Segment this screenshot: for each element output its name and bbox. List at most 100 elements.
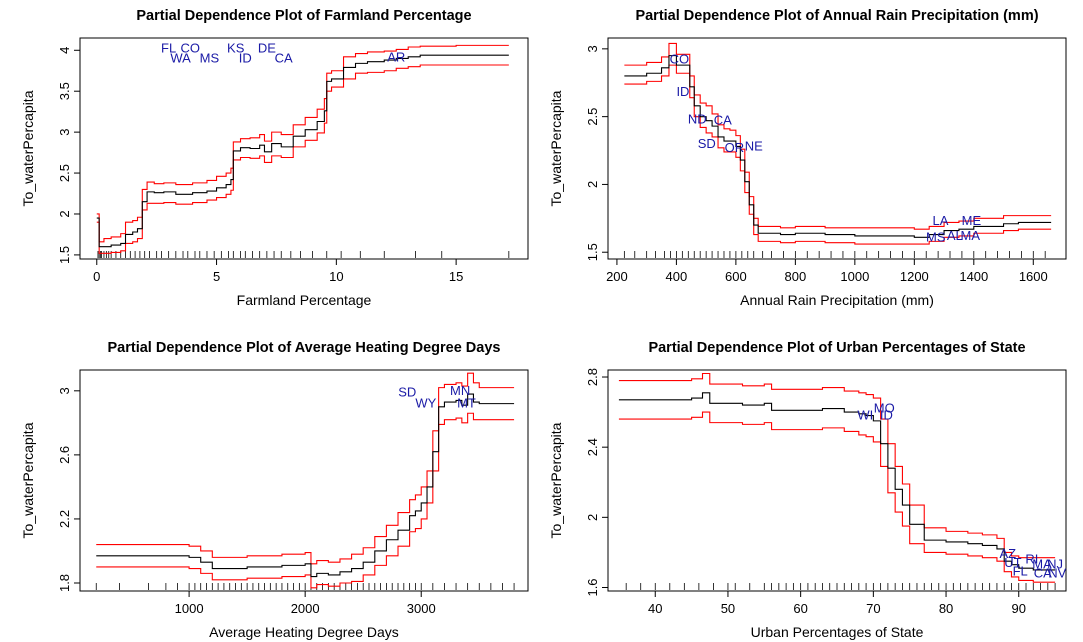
x-tick-label: 3000 [407, 601, 436, 616]
panel-3: Partial Dependence Plot of Average Heati… [20, 340, 529, 640]
y-tick-label: 2 [57, 210, 72, 217]
state-label: ID [239, 50, 252, 65]
panel-4: Partial Dependence Plot of Urban Percent… [548, 340, 1067, 640]
x-axis-label: Urban Percentages of State [751, 624, 924, 640]
plot-frame [607, 369, 1067, 592]
state-label: OR [725, 140, 745, 155]
state-label: WA [170, 50, 191, 65]
plot-frame [607, 37, 1067, 260]
y-tick-label: 2.5 [585, 108, 600, 126]
state-label: CO [670, 52, 690, 67]
state-label: WI [857, 408, 873, 423]
x-tick-label: 40 [648, 601, 662, 616]
y-tick-label: 2.5 [57, 164, 72, 182]
x-axis-label: Annual Rain Precipitation (mm) [740, 292, 934, 308]
y-tick-label: 3 [585, 45, 600, 52]
x-tick-label: 60 [793, 601, 807, 616]
y-tick-label: 2.6 [57, 446, 72, 464]
state-label: FL [161, 41, 176, 56]
state-label: ID [676, 84, 689, 99]
chart-title: Partial Dependence Plot of Urban Percent… [648, 340, 1025, 356]
x-tick-label: 70 [866, 601, 880, 616]
state-label: ND [688, 111, 707, 126]
state-label: KS [227, 41, 245, 56]
x-tick-label: 5 [213, 269, 220, 284]
x-tick-label: 400 [666, 269, 688, 284]
plot-frame [79, 37, 529, 260]
estimate-line [96, 54, 509, 248]
state-label: CO [180, 41, 200, 56]
y-tick-label: 1.8 [57, 574, 72, 592]
y-axis-label: To_waterPercapita [548, 90, 564, 206]
state-label: MS [200, 50, 220, 65]
state-label: SD [698, 136, 716, 151]
confidence-band-upper [96, 44, 509, 243]
y-axis-label: To_waterPercapita [20, 90, 36, 206]
state-label: CA [714, 113, 732, 128]
confidence-band-lower [96, 412, 515, 589]
state-label: NE [745, 138, 763, 153]
x-tick-label: 600 [725, 269, 747, 284]
confidence-band-upper [96, 372, 515, 565]
y-axis-label: To_waterPercapita [548, 422, 564, 538]
y-tick-label: 1.5 [585, 243, 600, 261]
confidence-band-lower [618, 411, 1056, 583]
x-tick-label: 1400 [959, 269, 988, 284]
chart-title: Partial Dependence Plot of Farmland Perc… [136, 8, 471, 24]
plot-frame [79, 369, 529, 592]
y-tick-label: 2.2 [57, 510, 72, 528]
state-label: NV [1048, 565, 1066, 580]
x-tick-label: 10 [329, 269, 343, 284]
state-label: MA [960, 228, 980, 243]
state-label: RI [1025, 551, 1038, 566]
x-axis-label: Farmland Percentage [237, 292, 372, 308]
confidence-band-upper [624, 42, 1052, 230]
x-tick-label: 0 [93, 269, 100, 284]
state-label: MS [926, 229, 946, 244]
x-tick-label: 2000 [291, 601, 320, 616]
state-label: CA [275, 50, 293, 65]
chart-title: Partial Dependence Plot of Annual Rain P… [635, 8, 1038, 24]
estimate-line [618, 392, 1056, 571]
state-label: MT [457, 396, 476, 411]
state-label: FL [1013, 564, 1028, 579]
estimate-line [96, 393, 515, 578]
estimate-line [624, 55, 1052, 238]
x-tick-label: 50 [721, 601, 735, 616]
state-label: NJ [1047, 557, 1063, 572]
state-label: MN [450, 383, 470, 398]
x-tick-label: 1200 [900, 269, 929, 284]
y-tick-label: 2.4 [585, 438, 600, 456]
y-tick-label: 1.5 [57, 246, 72, 264]
state-label: CA [1034, 565, 1052, 580]
x-axis-label: Average Heating Degree Days [209, 624, 399, 640]
state-label: SD [398, 384, 416, 399]
confidence-band-upper [618, 372, 1056, 559]
state-label: DE [258, 41, 276, 56]
state-label: AR [387, 50, 405, 65]
state-label: WY [415, 396, 436, 411]
y-tick-label: 3.5 [57, 82, 72, 100]
state-label: AZ [1000, 546, 1017, 561]
y-tick-label: 2 [585, 181, 600, 188]
y-tick-label: 4 [57, 47, 72, 54]
x-tick-label: 800 [785, 269, 807, 284]
y-tick-label: 2 [585, 514, 600, 521]
x-tick-label: 1000 [840, 269, 869, 284]
state-label: UT [1004, 555, 1021, 570]
confidence-band-lower [96, 64, 509, 254]
x-tick-label: 1000 [175, 601, 204, 616]
panel-2: Partial Dependence Plot of Annual Rain P… [548, 8, 1067, 308]
x-tick-label: 80 [939, 601, 953, 616]
state-label: MA [1032, 557, 1052, 572]
chart-title: Partial Dependence Plot of Average Heati… [108, 340, 501, 356]
x-tick-label: 200 [606, 269, 628, 284]
y-tick-label: 3 [57, 387, 72, 394]
y-tick-label: 3 [57, 129, 72, 136]
state-label: ME [962, 213, 982, 228]
state-label: ID [880, 408, 893, 423]
y-axis-label: To_waterPercapita [20, 422, 36, 538]
state-label: AL [947, 228, 963, 243]
y-tick-label: 1.6 [585, 578, 600, 596]
